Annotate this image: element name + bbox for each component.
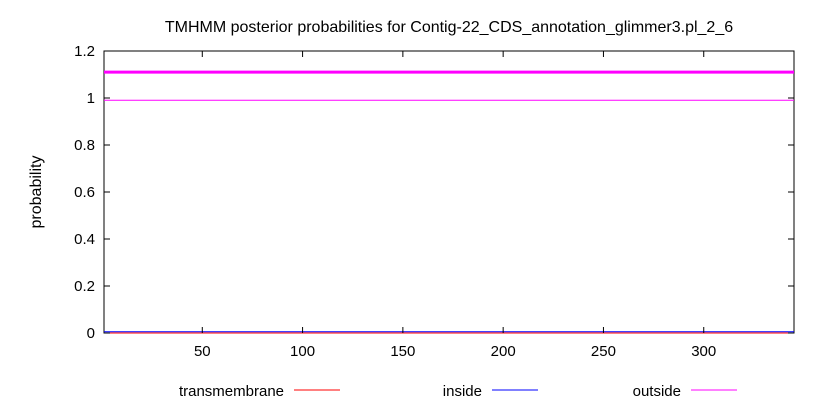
y-tick-label: 1 <box>87 90 95 107</box>
x-tick-label: 150 <box>390 343 415 360</box>
plot-area <box>103 50 795 334</box>
legend-label-outside: outside <box>633 383 681 400</box>
y-tick-label: 0.2 <box>74 278 95 295</box>
y-axis-label: probability <box>28 156 45 229</box>
x-tick-label: 250 <box>591 343 616 360</box>
legend-label-inside: inside <box>443 383 482 400</box>
y-tick-label: 0.8 <box>74 137 95 154</box>
y-tick-label: 0.6 <box>74 184 95 201</box>
x-tick-label: 100 <box>290 343 315 360</box>
legend-label-transmembrane: transmembrane <box>179 383 284 400</box>
y-tick-label: 0.4 <box>74 231 95 248</box>
x-tick-label: 50 <box>194 343 211 360</box>
y-tick-label: 1.2 <box>74 43 95 60</box>
y-tick-label: 0 <box>87 325 95 342</box>
axis-ticks: 0 0.2 0.4 0.6 0.8 1 1.2 50 100 150 200 250 300 <box>74 43 794 360</box>
x-tick-label: 300 <box>691 343 716 360</box>
legend: transmembrane inside outside <box>179 383 737 400</box>
x-tick-label: 200 <box>491 343 516 360</box>
plot-frame <box>103 50 795 334</box>
chart-title: TMHMM posterior probabilities for Contig… <box>165 19 733 36</box>
